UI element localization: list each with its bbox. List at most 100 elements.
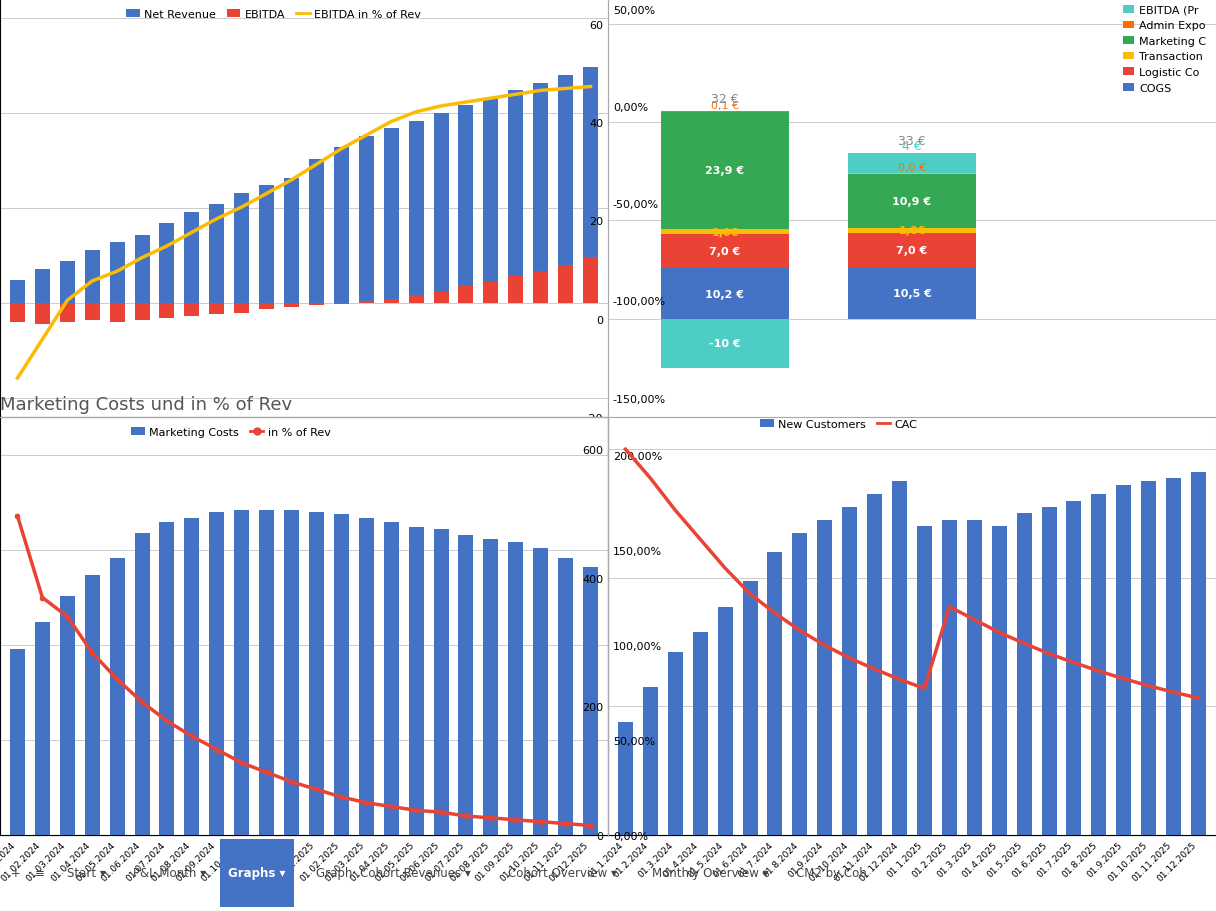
Legend: Marketing Costs, in % of Rev: Marketing Costs, in % of Rev — [126, 423, 336, 442]
Bar — [660, 269, 789, 319]
Bar — [660, 235, 789, 269]
Bar — [259, 186, 274, 303]
Bar — [843, 507, 857, 835]
Bar — [85, 251, 100, 303]
Bar — [109, 558, 124, 835]
Bar — [285, 510, 299, 835]
Bar — [1116, 485, 1131, 835]
Bar — [135, 303, 150, 321]
Bar — [359, 137, 373, 303]
Bar — [259, 303, 274, 310]
Bar — [660, 112, 789, 230]
Bar — [334, 515, 349, 835]
Bar — [558, 76, 573, 303]
Bar — [743, 581, 758, 835]
Text: CM2 by Coh: CM2 by Coh — [795, 866, 866, 879]
Text: 10,2 €: 10,2 € — [705, 290, 744, 299]
Bar — [109, 243, 124, 303]
Text: 10,9 €: 10,9 € — [893, 197, 931, 207]
Bar — [867, 495, 882, 835]
Bar — [584, 68, 598, 303]
X-axis label: Basket Economics: Basket Economics — [855, 423, 969, 436]
Bar — [848, 233, 976, 268]
Bar — [660, 319, 789, 368]
Bar — [209, 205, 224, 303]
Bar — [584, 258, 598, 303]
Text: 32 €: 32 € — [711, 93, 739, 106]
Bar — [209, 512, 224, 835]
Bar — [643, 687, 658, 835]
Bar — [159, 224, 174, 303]
Text: +: + — [11, 866, 21, 879]
Bar — [409, 527, 423, 835]
Bar — [135, 235, 150, 303]
Bar — [660, 230, 789, 235]
Bar — [235, 303, 249, 313]
Bar — [458, 536, 473, 835]
Text: Monthly Overview ▾: Monthly Overview ▾ — [652, 866, 769, 879]
Bar — [259, 510, 274, 835]
Bar — [558, 558, 573, 835]
Text: Start ▾: Start ▾ — [67, 866, 106, 879]
Bar — [434, 114, 449, 303]
Text: Graph: Cohort Revenues ▾: Graph: Cohort Revenues ▾ — [316, 866, 471, 879]
Bar — [60, 596, 74, 835]
Text: 1,0€: 1,0€ — [899, 226, 925, 236]
Text: 0,1 €: 0,1 € — [711, 100, 739, 110]
Bar — [508, 91, 523, 303]
Bar — [693, 633, 708, 835]
Bar — [1142, 482, 1156, 835]
Text: 1,0€: 1,0€ — [711, 228, 738, 238]
Bar — [848, 175, 976, 229]
Bar — [285, 179, 299, 303]
Text: Cohort Overview ▾: Cohort Overview ▾ — [508, 866, 618, 879]
Legend: Net Revenue, EBITDA, EBITDA in % of Rev: Net Revenue, EBITDA, EBITDA in % of Rev — [122, 5, 426, 25]
Bar — [85, 575, 100, 835]
Bar — [534, 548, 548, 835]
Bar — [1042, 507, 1057, 835]
Bar — [618, 722, 632, 835]
Bar — [1092, 495, 1107, 835]
Bar — [967, 520, 981, 835]
Bar — [992, 527, 1007, 835]
Bar — [10, 303, 24, 322]
Bar — [309, 512, 323, 835]
Text: Marketing Costs und in % of Rev: Marketing Costs und in % of Rev — [0, 395, 292, 414]
Bar — [10, 281, 24, 303]
Text: -10 €: -10 € — [709, 339, 741, 349]
Bar — [793, 533, 807, 835]
Bar — [185, 303, 199, 317]
Text: 10,5 €: 10,5 € — [893, 289, 931, 299]
Bar — [409, 121, 423, 303]
Bar — [334, 148, 349, 303]
Bar — [109, 303, 124, 322]
Bar — [458, 107, 473, 303]
Bar — [484, 539, 499, 835]
Bar — [309, 159, 323, 303]
Text: 33 €: 33 € — [899, 135, 925, 148]
Bar — [848, 174, 976, 175]
Text: 4 €: 4 € — [902, 139, 922, 152]
Bar — [1166, 478, 1181, 835]
Bar — [235, 510, 249, 835]
Bar — [159, 303, 174, 319]
Bar — [942, 520, 957, 835]
Bar — [848, 229, 976, 233]
Bar — [558, 266, 573, 303]
Bar — [817, 520, 832, 835]
X-axis label: Net Revenue: Net Revenue — [264, 468, 344, 481]
Bar — [584, 568, 598, 835]
Bar — [159, 522, 174, 835]
Bar — [309, 303, 323, 305]
Bar — [209, 303, 224, 315]
Bar — [384, 522, 399, 835]
Text: 0,0 €: 0,0 € — [897, 162, 927, 172]
Text: P&L Month ▾: P&L Month ▾ — [134, 866, 207, 879]
Text: 23,9 €: 23,9 € — [705, 166, 744, 176]
Text: 7,0 €: 7,0 € — [709, 247, 741, 257]
Bar — [1066, 501, 1081, 835]
Bar — [384, 300, 399, 303]
Bar — [359, 302, 373, 303]
Bar — [848, 154, 976, 174]
Bar — [508, 543, 523, 835]
